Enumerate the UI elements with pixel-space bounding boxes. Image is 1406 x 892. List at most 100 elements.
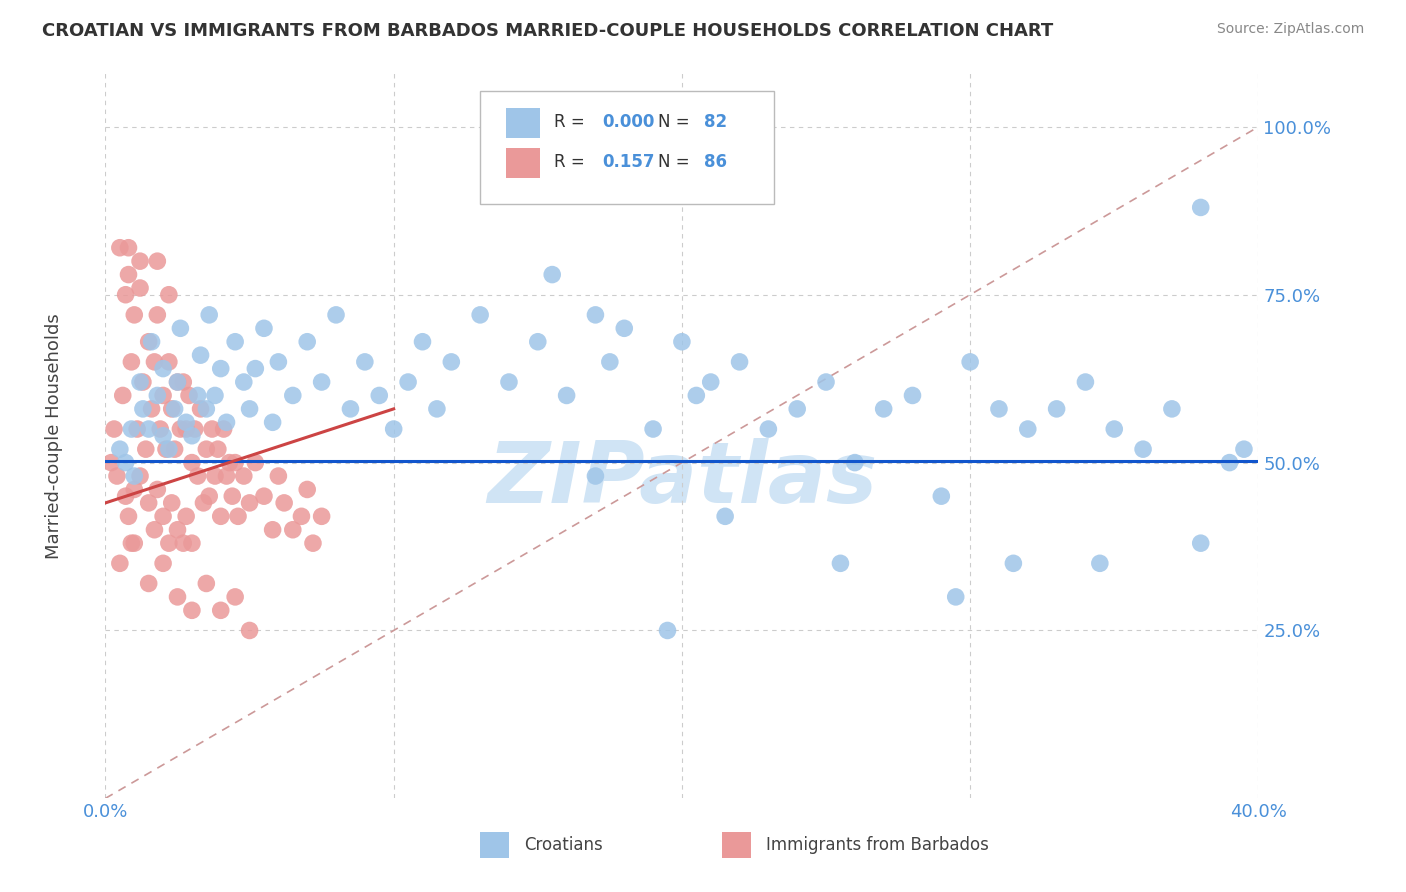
Point (127, 422, 149, 436)
Point (873, 401, 896, 416)
Point (1189, 536, 1212, 550)
Point (172, 375, 194, 389)
Point (163, 442, 186, 457)
Point (527, 334, 550, 349)
Point (1189, 201, 1212, 215)
Point (297, 483, 319, 497)
Point (555, 388, 578, 402)
Point (253, 321, 276, 335)
Point (325, 308, 347, 322)
Point (114, 287, 136, 301)
Point (901, 388, 924, 402)
Point (221, 489, 243, 503)
Point (207, 442, 229, 457)
Point (815, 375, 838, 389)
Text: N =: N = (658, 113, 695, 131)
Bar (723, 832, 751, 858)
Point (152, 509, 174, 524)
Point (585, 469, 607, 483)
FancyBboxPatch shape (481, 91, 775, 203)
Point (245, 361, 267, 376)
Point (146, 483, 169, 497)
Point (190, 348, 212, 362)
Point (1088, 557, 1111, 571)
Point (368, 388, 391, 402)
Point (138, 576, 160, 591)
Point (224, 334, 246, 349)
Point (108, 241, 131, 255)
Point (198, 489, 221, 503)
Point (215, 415, 238, 429)
Point (728, 355, 751, 369)
Point (146, 388, 169, 402)
Text: Married-couple Households: Married-couple Households (45, 313, 63, 558)
Point (396, 375, 419, 389)
Text: 86: 86 (704, 153, 727, 171)
Point (129, 375, 152, 389)
Point (290, 509, 312, 524)
Point (1074, 375, 1097, 389)
Point (253, 489, 276, 503)
Point (671, 334, 693, 349)
Point (117, 241, 139, 255)
Point (685, 388, 707, 402)
Point (945, 590, 967, 604)
Point (132, 375, 155, 389)
Point (267, 469, 290, 483)
Point (844, 456, 866, 470)
Point (281, 523, 304, 537)
Point (157, 287, 180, 301)
Point (166, 375, 188, 389)
Point (302, 536, 325, 550)
Point (311, 509, 333, 524)
Point (117, 509, 139, 524)
Point (224, 590, 246, 604)
Point (141, 401, 163, 416)
Point (195, 442, 218, 457)
Point (195, 401, 218, 416)
Point (931, 489, 953, 503)
Point (124, 469, 146, 483)
Point (700, 375, 723, 389)
Point (184, 422, 207, 436)
Point (273, 496, 295, 510)
Point (163, 401, 186, 416)
Point (105, 469, 128, 483)
Point (138, 334, 160, 349)
Point (166, 523, 188, 537)
Point (1002, 557, 1025, 571)
Point (169, 422, 191, 436)
Point (209, 361, 232, 376)
Point (117, 268, 139, 282)
Point (108, 557, 131, 571)
Point (155, 442, 177, 457)
Point (157, 536, 180, 550)
Point (643, 422, 665, 436)
Point (160, 496, 183, 510)
Point (215, 469, 238, 483)
Point (959, 355, 981, 369)
Point (988, 401, 1011, 416)
Point (111, 388, 134, 402)
Point (1132, 442, 1154, 457)
Point (174, 422, 197, 436)
Point (143, 355, 166, 369)
Point (157, 355, 180, 369)
Point (830, 557, 852, 571)
Point (114, 456, 136, 470)
Point (166, 590, 188, 604)
Point (198, 308, 221, 322)
Point (232, 375, 254, 389)
Point (498, 375, 520, 389)
Point (120, 422, 142, 436)
Point (187, 469, 209, 483)
Point (297, 334, 319, 349)
Point (245, 456, 267, 470)
Point (114, 489, 136, 503)
Point (426, 401, 449, 416)
Point (411, 334, 433, 349)
Point (187, 388, 209, 402)
Point (124, 536, 146, 550)
Point (613, 321, 636, 335)
Point (224, 456, 246, 470)
